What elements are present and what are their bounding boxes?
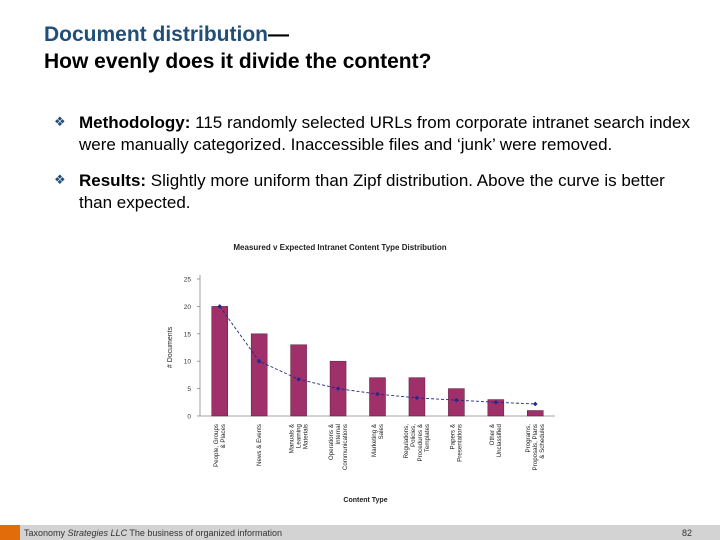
category-label: Learning bbox=[295, 423, 302, 448]
category-label: Operations & bbox=[328, 423, 335, 460]
category-label: Presentations bbox=[457, 424, 464, 462]
category-label: Communications bbox=[342, 424, 349, 470]
category-label: Manuals & bbox=[288, 423, 295, 453]
page-number: 82 bbox=[681, 528, 692, 538]
category-label: People, Groups bbox=[213, 424, 220, 467]
expected-point bbox=[217, 304, 222, 309]
footer-text: Taxonomy Strategies LLC The business of … bbox=[24, 527, 282, 539]
chart-title: Measured v Expected Intranet Content Typ… bbox=[233, 243, 446, 252]
expected-point bbox=[454, 397, 459, 403]
category-label: Templates bbox=[424, 424, 431, 452]
distribution-chart: Measured v Expected Intranet Content Typ… bbox=[160, 240, 560, 510]
y-tick-label: 0 bbox=[187, 414, 191, 421]
footer-tagline: The business of organized information bbox=[127, 528, 283, 538]
bar bbox=[369, 377, 386, 417]
y-tick-label: 10 bbox=[184, 359, 192, 366]
title-line-1: Document distribution— bbox=[44, 22, 431, 48]
bullet-results: ❖ Results: Slightly more uniform than Zi… bbox=[54, 170, 694, 214]
category-label: Other & bbox=[489, 423, 496, 445]
y-axis-label: # Documents bbox=[167, 326, 174, 368]
x-axis-label: Content Type bbox=[343, 497, 387, 504]
bullet-methodology: ❖ Methodology: 115 randomly selected URL… bbox=[54, 112, 694, 156]
y-tick-label: 20 bbox=[184, 304, 192, 311]
title-dash: — bbox=[268, 23, 289, 46]
title-part-1: Document distribution bbox=[44, 23, 268, 46]
bar bbox=[211, 306, 228, 417]
category-label: News & Events bbox=[256, 424, 263, 466]
expected-point bbox=[296, 377, 301, 382]
y-tick-label: 25 bbox=[184, 277, 192, 284]
footer-company-italic: Strategies LLC bbox=[67, 528, 128, 538]
category-label: Programs, bbox=[525, 424, 532, 453]
expected-point bbox=[335, 386, 341, 391]
title-line-2: How evenly does it divide the content? bbox=[44, 50, 432, 73]
category-label: & Places bbox=[220, 424, 227, 448]
category-label: Internal bbox=[335, 424, 342, 445]
diamond-bullet-icon: ❖ bbox=[54, 172, 66, 187]
bullet-heading: Results: bbox=[79, 171, 147, 190]
diamond-bullet-icon: ❖ bbox=[54, 114, 66, 129]
bar bbox=[250, 333, 268, 417]
footer-bar: Taxonomy Strategies LLC The business of … bbox=[0, 525, 720, 540]
category-label: Marketing & bbox=[371, 423, 378, 457]
bar bbox=[527, 410, 544, 417]
bullet-list: ❖ Methodology: 115 randomly selected URL… bbox=[54, 112, 694, 228]
bullet-text: Slightly more uniform than Zipf distribu… bbox=[79, 171, 665, 212]
bullet-heading: Methodology: bbox=[79, 113, 191, 132]
category-label: Sales bbox=[378, 424, 385, 439]
y-tick-label: 5 bbox=[187, 386, 191, 393]
bar bbox=[487, 399, 505, 417]
footer-accent-box bbox=[0, 525, 20, 540]
expected-point bbox=[533, 401, 538, 407]
slide-title: Document distribution— How evenly does i… bbox=[44, 22, 431, 76]
category-label: Materials bbox=[302, 424, 309, 449]
category-label: Papers & bbox=[450, 423, 457, 449]
category-label: Regulations, bbox=[403, 424, 410, 459]
category-label: Proposals, Plans bbox=[532, 424, 539, 470]
footer-company-plain: Taxonomy bbox=[24, 528, 68, 538]
category-label: Procedures & bbox=[417, 423, 424, 461]
y-tick-label: 15 bbox=[184, 331, 192, 338]
category-label: & Schedules bbox=[539, 424, 546, 459]
bullet-text: 115 randomly selected URLs from corporat… bbox=[79, 113, 690, 154]
category-label: Unclassified bbox=[496, 423, 503, 457]
category-label: Policies, bbox=[410, 424, 417, 447]
chart-svg: Measured v Expected Intranet Content Typ… bbox=[167, 243, 555, 504]
